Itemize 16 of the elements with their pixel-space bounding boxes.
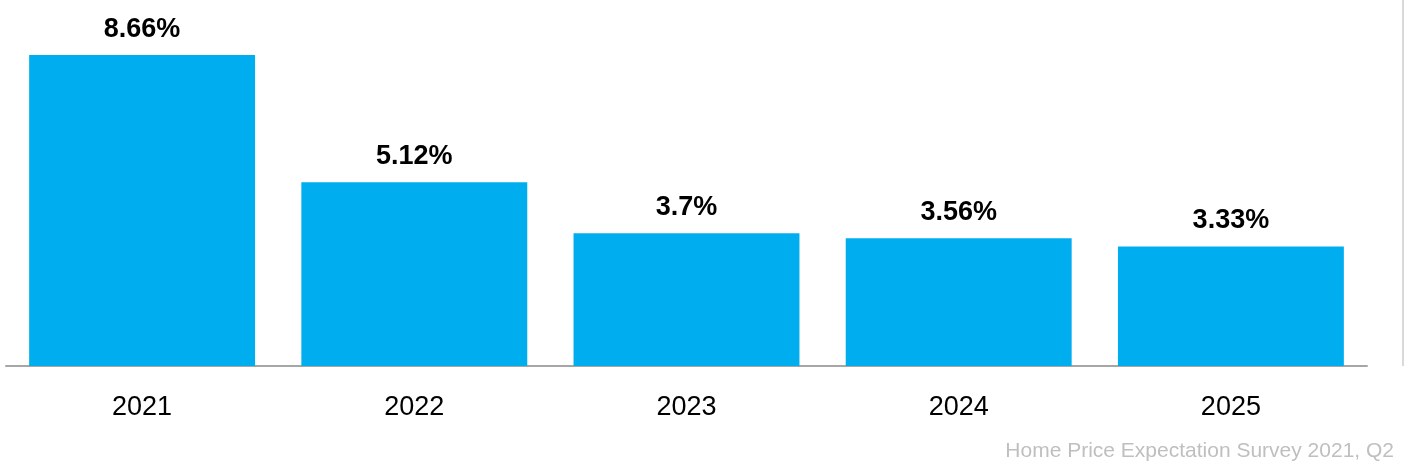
text: Home Price Expectation Survey 2021, Q2 xyxy=(1005,438,1395,461)
x-tick-label: 2025 xyxy=(1200,390,1261,421)
data-label: 3.56% xyxy=(920,195,997,226)
data-label: 8.66% xyxy=(103,12,181,43)
bar xyxy=(29,55,256,366)
bar xyxy=(1117,246,1344,366)
x-tick-label: 2022 xyxy=(384,390,445,421)
data-label: 5.12% xyxy=(376,139,453,170)
data-label: 3.33% xyxy=(1192,203,1270,234)
bar xyxy=(301,182,528,366)
bar xyxy=(573,233,800,366)
bar xyxy=(845,238,1072,366)
x-tick-label: 2024 xyxy=(928,390,989,421)
x-tick-label: 2021 xyxy=(112,390,173,421)
data-label: 3.7% xyxy=(655,190,718,221)
x-tick-label: 2023 xyxy=(656,390,717,421)
